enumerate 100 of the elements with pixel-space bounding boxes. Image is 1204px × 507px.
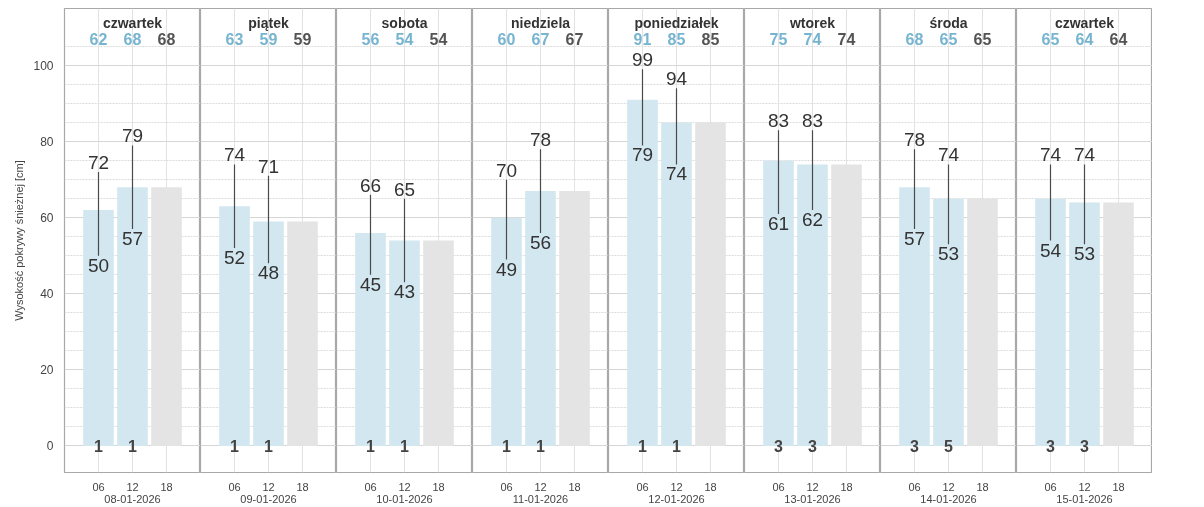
chart-title: czwartek: [102, 14, 163, 31]
annotation: 1: [672, 437, 682, 455]
annotation: 1: [366, 437, 376, 455]
x-tick-label: 18: [840, 480, 853, 493]
annotation: 1: [230, 437, 240, 455]
x-tick-label: 12: [670, 480, 683, 493]
x-tick-label: 18: [432, 480, 445, 493]
annotation: 74: [803, 30, 822, 48]
annotation: 45: [359, 273, 382, 295]
x-tick-label: 18: [568, 480, 581, 493]
annotation: 62: [801, 209, 824, 231]
annotation: 54: [429, 30, 448, 48]
annotation: 74: [1073, 144, 1096, 166]
annotation: 53: [937, 243, 960, 265]
chart-title: środa: [929, 14, 968, 31]
annotation: 67: [531, 30, 550, 48]
x-axis-title: 12-01-2026: [648, 492, 705, 505]
annotation: 94: [665, 68, 688, 90]
annotation: 78: [529, 129, 552, 151]
annotation: 79: [631, 144, 654, 166]
annotation: 65: [939, 30, 958, 48]
x-tick-label: 12: [398, 480, 411, 493]
x-tick-label: 06: [772, 480, 785, 493]
annotation: 53: [1073, 243, 1096, 265]
annotation: 74: [665, 163, 688, 185]
annotation: 62: [89, 30, 108, 48]
x-tick-label: 12: [262, 480, 275, 493]
x-tick-label: 12: [534, 480, 547, 493]
annotation: 74: [837, 30, 856, 48]
annotation: 1: [502, 437, 512, 455]
annotation: 70: [495, 159, 518, 181]
x-tick-label: 06: [364, 480, 377, 493]
y-tick-label: 0: [46, 439, 54, 454]
annotation: 83: [801, 110, 824, 132]
annotation: 54: [1039, 239, 1062, 261]
annotation: 64: [1109, 30, 1128, 48]
annotation: 50: [87, 254, 110, 276]
x-tick-label: 18: [160, 480, 173, 493]
x-tick-label: 12: [1078, 480, 1091, 493]
annotation: 75: [769, 30, 788, 48]
annotation: 99: [631, 49, 654, 71]
chart-title: niedziela: [510, 14, 571, 31]
annotation: 1: [536, 437, 546, 455]
annotation: 3: [1080, 437, 1090, 455]
x-tick-label: 12: [806, 480, 819, 493]
annotation: 67: [565, 30, 584, 48]
x-tick-label: 18: [704, 480, 717, 493]
y-axis-title: Wysokość pokrywy śnieżnej [cm]: [13, 160, 26, 321]
annotation: 3: [774, 437, 784, 455]
annotation: 66: [359, 174, 382, 196]
chart-title: sobota: [381, 14, 428, 31]
x-tick-label: 18: [976, 480, 989, 493]
annotation: 65: [973, 30, 992, 48]
y-tick-label: 20: [40, 363, 54, 378]
annotation: 1: [400, 437, 410, 455]
annotation: 68: [905, 30, 924, 48]
annotation: 71: [257, 155, 280, 177]
annotation: 49: [495, 258, 518, 280]
x-tick-label: 06: [636, 480, 649, 493]
annotation: 59: [259, 30, 278, 48]
x-tick-label: 06: [1044, 480, 1057, 493]
x-tick-label: 18: [1112, 480, 1125, 493]
x-axis-title: 08-01-2026: [104, 492, 161, 505]
chart-title: wtorek: [788, 14, 836, 31]
x-tick-label: 06: [500, 480, 513, 493]
y-tick-label: 40: [40, 287, 54, 302]
x-tick-label: 06: [908, 480, 921, 493]
x-tick-label: 12: [942, 480, 955, 493]
annotation: 3: [1046, 437, 1056, 455]
annotation: 63: [225, 30, 244, 48]
y-tick-label: 60: [40, 211, 54, 226]
chart-title: czwartek: [1054, 14, 1115, 31]
annotation: 83: [767, 110, 790, 132]
annotation: 48: [257, 262, 280, 284]
x-tick-label: 06: [92, 480, 105, 493]
x-tick-label: 06: [228, 480, 241, 493]
annotation: 79: [121, 125, 144, 147]
annotation: 59: [293, 30, 312, 48]
annotation: 85: [667, 30, 686, 48]
x-tick-label: 18: [296, 480, 309, 493]
annotation: 78: [903, 129, 926, 151]
annotation: 72: [87, 152, 110, 174]
annotation: 57: [121, 228, 144, 250]
annotation: 65: [393, 178, 416, 200]
annotation: 1: [128, 437, 138, 455]
annotation: 3: [808, 437, 818, 455]
annotation: 64: [1075, 30, 1094, 48]
annotation: 1: [638, 437, 648, 455]
annotation: 3: [910, 437, 920, 455]
x-axis-title: 11-01-2026: [512, 492, 569, 505]
annotation: 57: [903, 228, 926, 250]
annotation: 43: [393, 281, 416, 303]
annotation: 54: [395, 30, 414, 48]
annotation: 68: [157, 30, 176, 48]
annotation: 56: [529, 231, 552, 253]
y-tick-label: 100: [33, 59, 54, 74]
x-axis-title: 14-01-2026: [920, 492, 977, 505]
annotation: 68: [123, 30, 142, 48]
annotation: 85: [701, 30, 720, 48]
annotation: 65: [1041, 30, 1060, 48]
